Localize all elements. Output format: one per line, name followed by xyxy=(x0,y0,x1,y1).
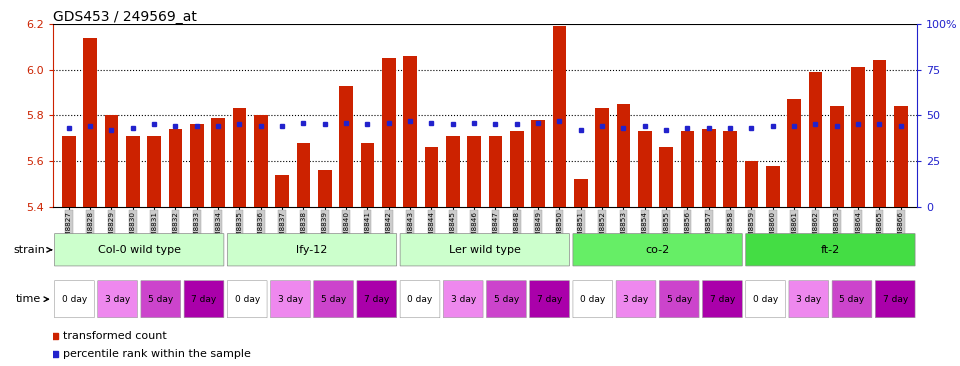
Bar xyxy=(318,170,332,207)
FancyBboxPatch shape xyxy=(530,281,569,318)
Bar xyxy=(61,136,76,207)
Bar xyxy=(424,147,439,207)
Bar xyxy=(105,115,118,207)
FancyBboxPatch shape xyxy=(141,281,180,318)
Bar xyxy=(702,129,716,207)
Bar xyxy=(339,86,353,207)
FancyBboxPatch shape xyxy=(660,281,699,318)
Bar xyxy=(190,124,204,207)
FancyBboxPatch shape xyxy=(55,234,224,266)
Bar xyxy=(403,56,417,207)
Bar xyxy=(616,104,631,207)
FancyBboxPatch shape xyxy=(184,281,224,318)
Bar xyxy=(211,117,225,207)
Text: ft-2: ft-2 xyxy=(821,245,840,255)
FancyBboxPatch shape xyxy=(876,281,915,318)
FancyBboxPatch shape xyxy=(357,281,396,318)
Bar xyxy=(232,108,247,207)
Text: 0 day: 0 day xyxy=(407,295,433,304)
Text: 7 day: 7 day xyxy=(191,295,217,304)
FancyBboxPatch shape xyxy=(271,281,310,318)
Bar xyxy=(361,143,374,207)
Text: 3 day: 3 day xyxy=(277,295,303,304)
Text: 7 day: 7 day xyxy=(882,295,908,304)
FancyBboxPatch shape xyxy=(703,281,742,318)
Text: strain: strain xyxy=(13,245,52,255)
Bar xyxy=(531,120,545,207)
Bar xyxy=(595,108,609,207)
Text: Ler wild type: Ler wild type xyxy=(449,245,520,255)
Bar xyxy=(147,136,161,207)
Text: 3 day: 3 day xyxy=(105,295,131,304)
Bar xyxy=(681,131,694,207)
Bar xyxy=(84,38,97,207)
Text: 3 day: 3 day xyxy=(623,295,649,304)
Text: 7 day: 7 day xyxy=(537,295,563,304)
Bar xyxy=(510,131,524,207)
Bar xyxy=(574,179,588,207)
FancyBboxPatch shape xyxy=(487,281,526,318)
Text: co-2: co-2 xyxy=(645,245,670,255)
Bar xyxy=(808,72,823,207)
Text: percentile rank within the sample: percentile rank within the sample xyxy=(63,349,252,359)
FancyBboxPatch shape xyxy=(573,281,612,318)
Bar xyxy=(297,143,310,207)
FancyBboxPatch shape xyxy=(228,234,396,266)
Text: 0 day: 0 day xyxy=(61,295,87,304)
Bar xyxy=(745,161,758,207)
Bar xyxy=(873,60,886,207)
Bar xyxy=(637,131,652,207)
Bar xyxy=(829,106,844,207)
FancyBboxPatch shape xyxy=(98,281,137,318)
Bar xyxy=(253,115,268,207)
Bar xyxy=(723,131,737,207)
Text: 5 day: 5 day xyxy=(321,295,347,304)
Bar xyxy=(489,136,502,207)
Text: 5 day: 5 day xyxy=(493,295,519,304)
Bar xyxy=(894,106,908,207)
Bar xyxy=(660,147,673,207)
Text: 5 day: 5 day xyxy=(148,295,174,304)
Text: GDS453 / 249569_at: GDS453 / 249569_at xyxy=(53,10,197,24)
Text: Col-0 wild type: Col-0 wild type xyxy=(98,245,180,255)
Bar xyxy=(169,129,182,207)
Text: 0 day: 0 day xyxy=(234,295,260,304)
FancyBboxPatch shape xyxy=(314,281,353,318)
Bar xyxy=(852,67,865,207)
Text: 3 day: 3 day xyxy=(796,295,822,304)
FancyBboxPatch shape xyxy=(55,281,94,318)
Text: 7 day: 7 day xyxy=(364,295,390,304)
Text: transformed count: transformed count xyxy=(63,331,167,341)
Bar xyxy=(276,175,289,207)
Text: 0 day: 0 day xyxy=(753,295,779,304)
Bar xyxy=(126,136,140,207)
Bar xyxy=(787,99,801,207)
Text: 3 day: 3 day xyxy=(450,295,476,304)
Bar xyxy=(553,26,566,207)
FancyBboxPatch shape xyxy=(789,281,828,318)
Bar xyxy=(766,165,780,207)
Bar xyxy=(445,136,460,207)
Text: 5 day: 5 day xyxy=(666,295,692,304)
Text: 7 day: 7 day xyxy=(709,295,735,304)
Text: 0 day: 0 day xyxy=(580,295,606,304)
FancyBboxPatch shape xyxy=(573,234,742,266)
Bar xyxy=(382,58,396,207)
Bar xyxy=(468,136,481,207)
Text: 5 day: 5 day xyxy=(839,295,865,304)
Text: lfy-12: lfy-12 xyxy=(297,245,327,255)
FancyBboxPatch shape xyxy=(444,281,483,318)
FancyBboxPatch shape xyxy=(400,281,440,318)
FancyBboxPatch shape xyxy=(746,281,785,318)
FancyBboxPatch shape xyxy=(228,281,267,318)
FancyBboxPatch shape xyxy=(400,234,569,266)
FancyBboxPatch shape xyxy=(832,281,872,318)
FancyBboxPatch shape xyxy=(746,234,915,266)
FancyBboxPatch shape xyxy=(616,281,656,318)
Text: time: time xyxy=(15,294,48,304)
